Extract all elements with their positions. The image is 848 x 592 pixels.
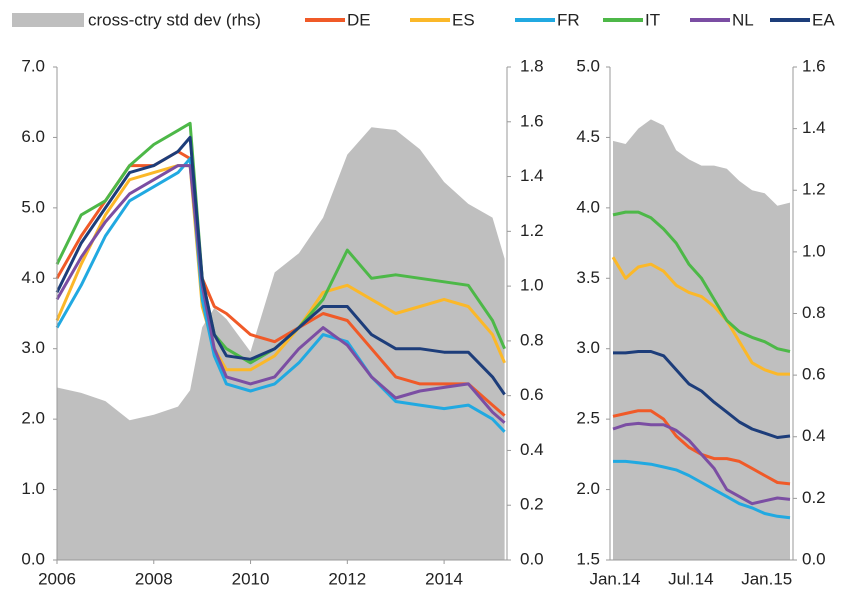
legend-swatch — [12, 13, 84, 27]
legend-label: ES — [452, 10, 475, 29]
y-tick-label: 5.0 — [576, 56, 600, 75]
y2-tick-label: 0.4 — [520, 440, 544, 459]
y2-tick-label: 1.2 — [520, 221, 544, 240]
y2-tick-label: 0.8 — [802, 303, 826, 322]
x-tick-label: 2014 — [425, 569, 463, 588]
y-tick-label: 3.0 — [576, 338, 600, 357]
line — [55, 150, 506, 417]
legend-label: EA — [812, 10, 835, 29]
line — [612, 421, 791, 506]
legend-label: DE — [347, 10, 371, 29]
x-tick-label: 2010 — [232, 569, 270, 588]
x-tick-label: Jan.14 — [589, 569, 640, 588]
y2-tick-label: 1.0 — [802, 241, 826, 260]
y-tick-label: 0.0 — [21, 549, 45, 568]
y-tick-label: 4.0 — [576, 197, 600, 216]
line — [612, 210, 791, 353]
y-tick-label: 2.0 — [21, 409, 45, 428]
y-tick-label: 3.0 — [21, 338, 45, 357]
line — [55, 164, 506, 372]
y2-tick-label: 1.0 — [520, 276, 544, 295]
y-tick-label: 4.5 — [576, 127, 600, 146]
y2-tick-label: 0.6 — [802, 365, 826, 384]
y-tick-label: 1.5 — [576, 549, 600, 568]
y2-tick-label: 0.4 — [802, 426, 826, 445]
line — [55, 135, 506, 396]
x-tick-label: 2006 — [38, 569, 76, 588]
y2-tick-label: 0.2 — [802, 488, 826, 507]
y2-tick-label: 1.6 — [520, 111, 544, 130]
y-tick-label: 7.0 — [21, 56, 45, 75]
line — [613, 350, 791, 439]
x-tick-label: Jul.14 — [668, 569, 713, 588]
y2-tick-label: 0.0 — [520, 549, 544, 568]
y2-tick-label: 0.8 — [520, 330, 544, 349]
legend-label: cross-ctry std dev (rhs) — [88, 10, 261, 29]
line — [613, 459, 791, 520]
y2-tick-label: 0.0 — [802, 549, 826, 568]
y-tick-label: 2.5 — [576, 409, 600, 428]
y2-tick-label: 1.4 — [802, 118, 826, 137]
x-tick-label: 2008 — [135, 569, 173, 588]
y-tick-label: 2.0 — [576, 479, 600, 498]
legend-label: IT — [645, 10, 660, 29]
y2-tick-label: 1.2 — [802, 180, 826, 199]
line — [55, 164, 506, 424]
y-tick-label: 5.0 — [21, 197, 45, 216]
area — [613, 119, 790, 561]
legend-label: NL — [732, 10, 754, 29]
y2-tick-label: 0.6 — [520, 385, 544, 404]
y-tick-label: 4.0 — [21, 268, 45, 287]
line — [55, 157, 506, 433]
y2-tick-label: 1.6 — [802, 56, 826, 75]
y2-tick-label: 0.2 — [520, 495, 544, 514]
y-tick-label: 6.0 — [21, 127, 45, 146]
y-tick-label: 3.5 — [576, 268, 600, 287]
x-tick-label: Jan.15 — [741, 569, 792, 588]
line — [55, 121, 506, 365]
x-tick-label: 2012 — [328, 569, 366, 588]
y-tick-label: 1.0 — [21, 479, 45, 498]
y2-tick-label: 1.8 — [520, 56, 544, 75]
y2-tick-label: 1.4 — [520, 166, 544, 185]
line — [611, 256, 790, 376]
legend-label: FR — [557, 10, 580, 29]
